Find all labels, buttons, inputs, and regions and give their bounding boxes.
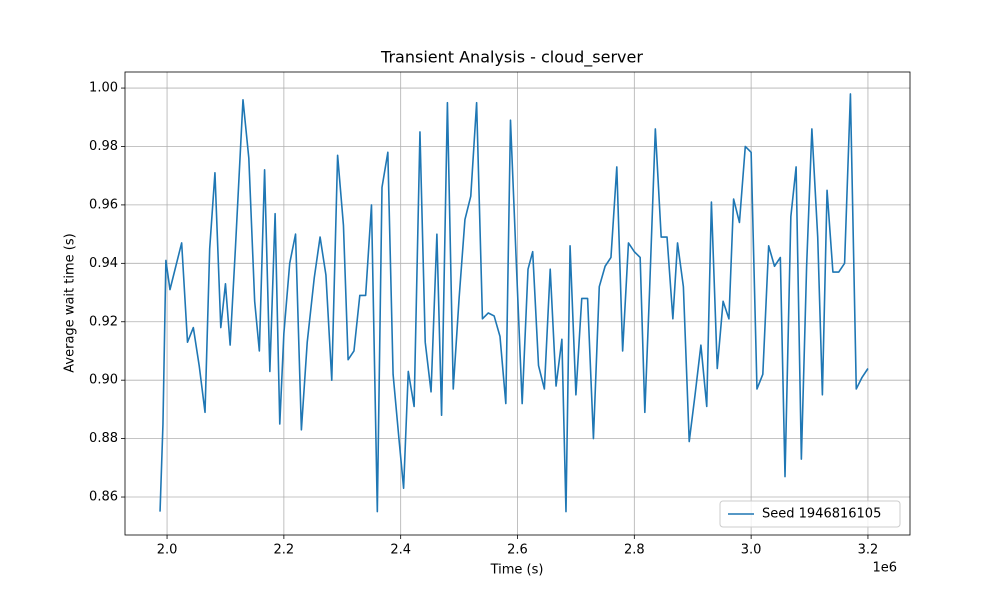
x-tick-label: 2.4 [390, 543, 411, 558]
y-tick-label: 0.98 [89, 139, 118, 154]
y-tick-label: 0.94 [89, 256, 118, 271]
x-tick-label: 3.0 [741, 543, 762, 558]
chart-title: Transient Analysis - cloud_server [380, 48, 643, 68]
legend-label: Seed 1946816105 [762, 507, 881, 522]
x-tick-label: 3.2 [858, 543, 879, 558]
plot-frame [124, 71, 911, 536]
data-line [159, 93, 869, 513]
x-tick-label: 2.0 [157, 543, 178, 558]
x-tick-label: 2.6 [507, 543, 528, 558]
x-tick-label: 2.2 [274, 543, 295, 558]
y-tick-label: 1.00 [89, 81, 118, 96]
y-axis-label: Average wait time (s) [63, 233, 78, 372]
legend-box [719, 500, 901, 528]
y-tick-label: 0.96 [89, 197, 118, 212]
x-axis-label: Time (s) [490, 563, 544, 578]
x-tick-label: 2.8 [624, 543, 645, 558]
x-offset-label: 1e6 [872, 561, 897, 576]
y-tick-label: 0.92 [89, 314, 118, 329]
y-tick-label: 0.88 [89, 431, 118, 446]
y-tick-label: 0.86 [89, 490, 118, 505]
y-tick-label: 0.90 [89, 373, 118, 388]
